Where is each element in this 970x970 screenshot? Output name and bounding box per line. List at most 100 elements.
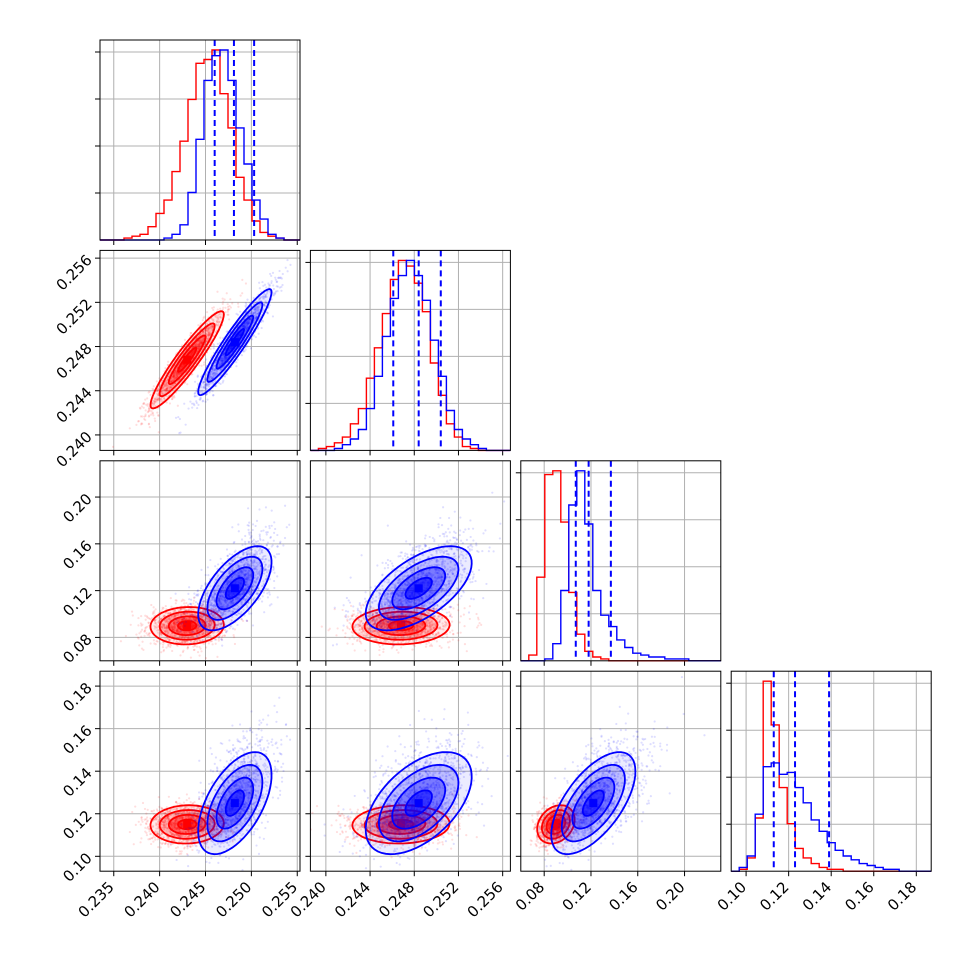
data-point	[179, 631, 182, 634]
data-point	[256, 309, 259, 312]
data-point	[226, 308, 230, 312]
data-point	[159, 617, 163, 620]
data-point	[240, 570, 243, 573]
data-point	[202, 602, 205, 606]
data-point	[153, 625, 157, 629]
data-point	[151, 611, 155, 614]
data-point	[180, 640, 183, 644]
data-point	[212, 347, 215, 350]
data-point	[195, 344, 198, 347]
data-point	[202, 615, 205, 618]
data-point	[194, 630, 198, 633]
data-point	[182, 618, 185, 621]
data-point	[178, 617, 181, 621]
data-point	[205, 373, 208, 376]
data-point	[198, 654, 201, 657]
data-point	[200, 621, 204, 624]
data-point	[252, 584, 255, 587]
data-point	[167, 621, 170, 624]
data-point	[202, 610, 205, 613]
data-point	[173, 626, 176, 630]
data-point	[241, 619, 245, 623]
data-point	[180, 641, 184, 644]
data-point	[209, 376, 212, 379]
data-point	[218, 624, 221, 628]
data-point	[192, 640, 195, 644]
data-point	[270, 603, 273, 606]
data-point	[140, 615, 143, 618]
data-point	[248, 322, 251, 325]
data-point	[212, 365, 216, 368]
data-point	[157, 628, 160, 631]
data-point	[212, 606, 215, 609]
data-point	[286, 270, 289, 273]
data-point	[190, 631, 193, 635]
data-point	[265, 543, 268, 546]
data-point	[281, 283, 284, 287]
data-point	[173, 375, 176, 378]
data-point	[190, 631, 193, 634]
data-point	[179, 613, 183, 616]
data-point	[173, 625, 176, 628]
data-point	[183, 612, 186, 616]
data-point	[214, 607, 217, 611]
data-point	[264, 301, 267, 304]
data-point	[247, 322, 250, 325]
data-point	[208, 619, 211, 622]
data-point	[199, 587, 203, 590]
data-point	[196, 629, 199, 632]
data-point	[255, 316, 258, 319]
data-point	[172, 624, 176, 628]
data-point	[226, 356, 229, 359]
data-point	[198, 346, 201, 349]
data-point	[206, 620, 209, 623]
data-point	[230, 600, 233, 603]
data-point	[197, 346, 201, 350]
data-point	[165, 625, 168, 628]
data-point	[196, 620, 199, 623]
data-point	[186, 646, 190, 649]
data-point	[157, 616, 160, 619]
data-point	[276, 285, 280, 288]
data-point	[169, 385, 172, 389]
data-point	[216, 372, 219, 375]
data-point	[198, 339, 201, 342]
data-point	[255, 307, 258, 310]
data-point	[191, 630, 195, 633]
data-point	[164, 627, 167, 630]
data-point	[221, 361, 224, 364]
data-point	[165, 387, 169, 390]
data-point	[194, 344, 197, 347]
data-point	[207, 620, 211, 623]
data-point	[164, 629, 167, 633]
data-point	[144, 398, 147, 401]
data-point	[268, 272, 272, 276]
data-point	[198, 343, 201, 346]
data-point	[200, 340, 204, 343]
data-point	[231, 302, 234, 305]
data-point	[171, 397, 174, 400]
data-point	[185, 618, 188, 621]
data-point	[174, 374, 177, 377]
data-point	[190, 617, 193, 620]
data-point	[257, 332, 260, 335]
data-point	[147, 410, 150, 413]
data-point	[186, 632, 189, 635]
data-point	[204, 329, 207, 332]
data-point	[189, 635, 192, 638]
data-point	[198, 333, 201, 336]
data-point	[205, 388, 208, 391]
data-point	[289, 263, 292, 267]
data-point	[211, 366, 214, 370]
data-point	[245, 597, 249, 601]
data-point	[242, 324, 245, 327]
data-point	[201, 614, 204, 617]
data-point	[244, 282, 248, 285]
data-point	[210, 623, 213, 626]
data-point	[172, 375, 175, 378]
data-point	[182, 612, 185, 615]
data-point	[197, 624, 200, 627]
data-point	[197, 403, 200, 406]
data-point	[209, 603, 212, 607]
data-point	[195, 401, 198, 405]
